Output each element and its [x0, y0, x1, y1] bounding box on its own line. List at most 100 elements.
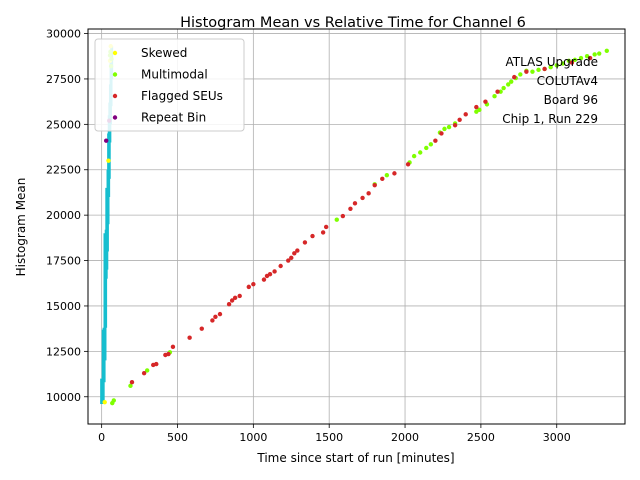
y-tick-label: 15000	[46, 300, 81, 313]
legend-marker	[112, 93, 118, 99]
legend-label: Skewed	[141, 46, 187, 60]
flagged-seus-point	[366, 191, 371, 196]
flagged-seus-point	[452, 123, 458, 128]
flagged-seus-point	[569, 60, 575, 65]
multimodal-point	[604, 48, 609, 53]
multimodal-point	[477, 107, 482, 113]
flagged-seus-point	[360, 195, 365, 201]
flagged-seus-point	[129, 380, 135, 385]
x-tick-label: 2500	[467, 431, 495, 444]
flagged-seus-point	[302, 240, 308, 245]
y-tick-label: 12500	[46, 345, 81, 358]
multimodal-point	[597, 51, 602, 56]
flagged-seus-point	[405, 162, 411, 167]
flagged-seus-point	[320, 230, 326, 235]
x-axis-label: Time since start of run [minutes]	[256, 451, 454, 465]
grid-lines	[88, 29, 625, 424]
flagged-seus-point	[352, 201, 358, 206]
flagged-seus-point	[141, 370, 147, 376]
axis-ticks: 0 500 1000 1500 2000 2500 3000 10000 12500 15000 1…	[46, 28, 571, 444]
data-marks	[100, 44, 609, 406]
x-tick-label: 1500	[315, 431, 343, 444]
flagged-seus-point	[392, 171, 397, 176]
multimodal-point	[111, 398, 116, 403]
y-tick-label: 17500	[46, 255, 81, 268]
flagged-seus-point	[474, 104, 479, 110]
y-tick-label: 25000	[46, 118, 81, 131]
flagged-seus-point	[457, 117, 462, 123]
flagged-seus-point	[237, 293, 242, 299]
multimodal-point	[446, 124, 452, 130]
flagged-seus-point	[154, 361, 159, 367]
flagged-seus-point	[261, 277, 267, 282]
x-tick-label: 1000	[239, 431, 267, 444]
multimodal-point	[572, 57, 578, 63]
multimodal-point	[492, 93, 497, 99]
y-tick-label: 22500	[46, 164, 81, 177]
flagged-seus-point	[439, 131, 444, 136]
y-axis-label: Histogram Mean	[14, 178, 28, 277]
run-annotation: ATLAS Upgrade COLUTAv4 Board 96 Chip 1, Run…	[502, 55, 598, 126]
multimodal-point	[505, 82, 511, 87]
multimodal-point	[592, 52, 597, 57]
annotation-line: COLUTAv4	[537, 74, 598, 88]
x-tick-label: 2000	[391, 431, 419, 444]
flagged-seus-point	[267, 271, 273, 277]
flagged-seus-point	[524, 69, 529, 74]
flagged-seus-point	[187, 335, 192, 340]
multimodal-point	[578, 55, 584, 61]
legend-box	[94, 38, 245, 132]
flagged-seus-point	[170, 344, 176, 350]
x-tick-label: 3000	[543, 431, 571, 444]
flagged-seus-point	[199, 326, 204, 331]
flagged-seus-point	[166, 351, 171, 357]
legend-label: Flagged SEUs	[141, 89, 223, 103]
multimodal-point	[144, 368, 150, 373]
multimodal-point	[418, 150, 423, 155]
multimodal-point	[560, 61, 566, 66]
legend-marker	[112, 115, 118, 120]
flagged-seus-point	[229, 298, 235, 303]
flagged-seus-point	[310, 233, 315, 239]
flagged-seus-point	[272, 269, 277, 274]
legend-marker	[112, 72, 118, 77]
multimodal-point	[334, 217, 339, 222]
legend-label: Repeat Bin	[141, 111, 206, 125]
annotation-line: ATLAS Upgrade	[505, 55, 598, 69]
flagged-seus-point	[286, 258, 291, 263]
annotation-line: Chip 1, Run 229	[502, 112, 598, 126]
flagged-seus-point	[217, 311, 223, 317]
flagged-seus-point	[251, 281, 256, 287]
multimodal-point	[384, 172, 390, 178]
skewed-point	[102, 400, 107, 405]
skewed-point	[106, 158, 111, 163]
multimodal-point	[548, 64, 553, 70]
legend: Skewed Multimodal Flagged SEUs Repeat Bin	[94, 38, 245, 132]
multimodal-point	[498, 89, 503, 94]
flagged-seus-point	[292, 251, 297, 256]
flagged-seus-point	[380, 176, 385, 182]
flagged-seus-point	[295, 248, 300, 253]
y-tick-label: 27500	[46, 73, 81, 86]
flagged-seus-point	[512, 74, 517, 80]
multimodal-point	[530, 69, 535, 74]
multimodal-point	[411, 153, 417, 159]
flagged-seus-point	[348, 206, 353, 211]
flagged-seus-point	[542, 66, 547, 72]
flagged-seus-point	[246, 284, 251, 290]
flagged-seus-point	[587, 55, 593, 61]
multimodal-point	[509, 79, 514, 84]
multimodal-point	[428, 142, 434, 147]
legend-marker	[112, 50, 118, 56]
flagged-seus-point	[232, 295, 238, 300]
flagged-seus-point	[213, 314, 218, 320]
flagged-seus-point	[289, 255, 294, 261]
y-tick-label: 10000	[46, 391, 81, 404]
repeat-bin-point	[104, 138, 109, 143]
y-tick-label: 20000	[46, 209, 81, 222]
legend-label: Multimodal	[141, 68, 208, 82]
chart-title: Histogram Mean vs Relative Time for Chan…	[180, 15, 526, 31]
x-tick-label: 0	[98, 431, 105, 444]
flagged-seus-point	[372, 182, 377, 188]
